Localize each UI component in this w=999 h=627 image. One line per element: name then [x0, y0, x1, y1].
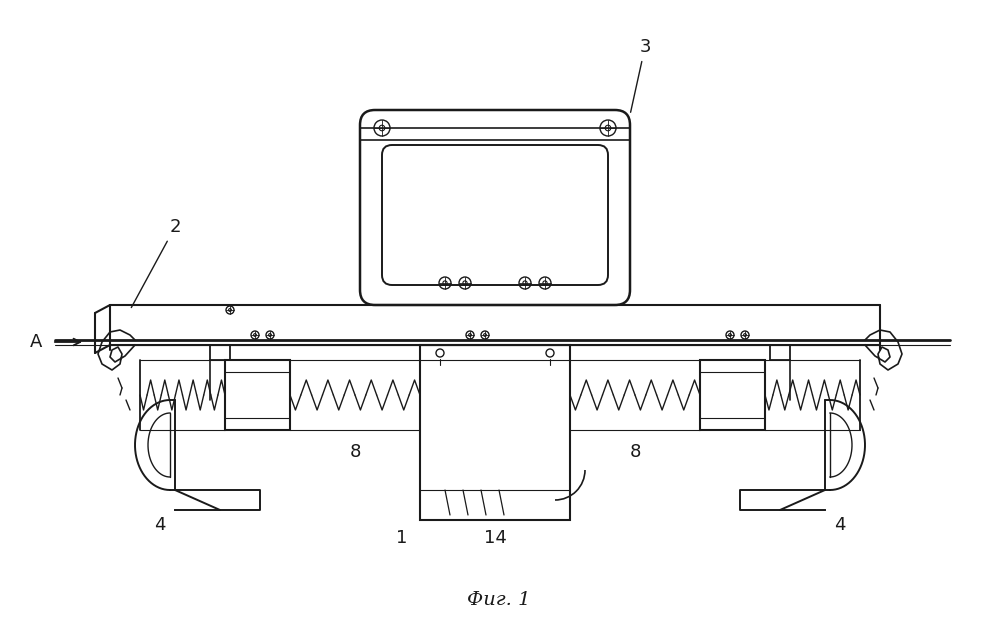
Text: Фиг. 1: Фиг. 1: [468, 591, 530, 609]
Text: А: А: [30, 333, 42, 351]
FancyBboxPatch shape: [360, 110, 630, 305]
Text: 4: 4: [834, 516, 846, 534]
Text: 8: 8: [629, 443, 640, 461]
FancyBboxPatch shape: [382, 145, 608, 285]
Text: 14: 14: [484, 529, 506, 547]
Text: 4: 4: [154, 516, 166, 534]
Bar: [225, 360, 290, 430]
Text: 1: 1: [397, 529, 408, 547]
Text: 8: 8: [350, 443, 361, 461]
Bar: [700, 360, 765, 430]
Text: 2: 2: [131, 218, 181, 308]
Bar: [420, 345, 570, 520]
Text: 3: 3: [630, 38, 650, 112]
